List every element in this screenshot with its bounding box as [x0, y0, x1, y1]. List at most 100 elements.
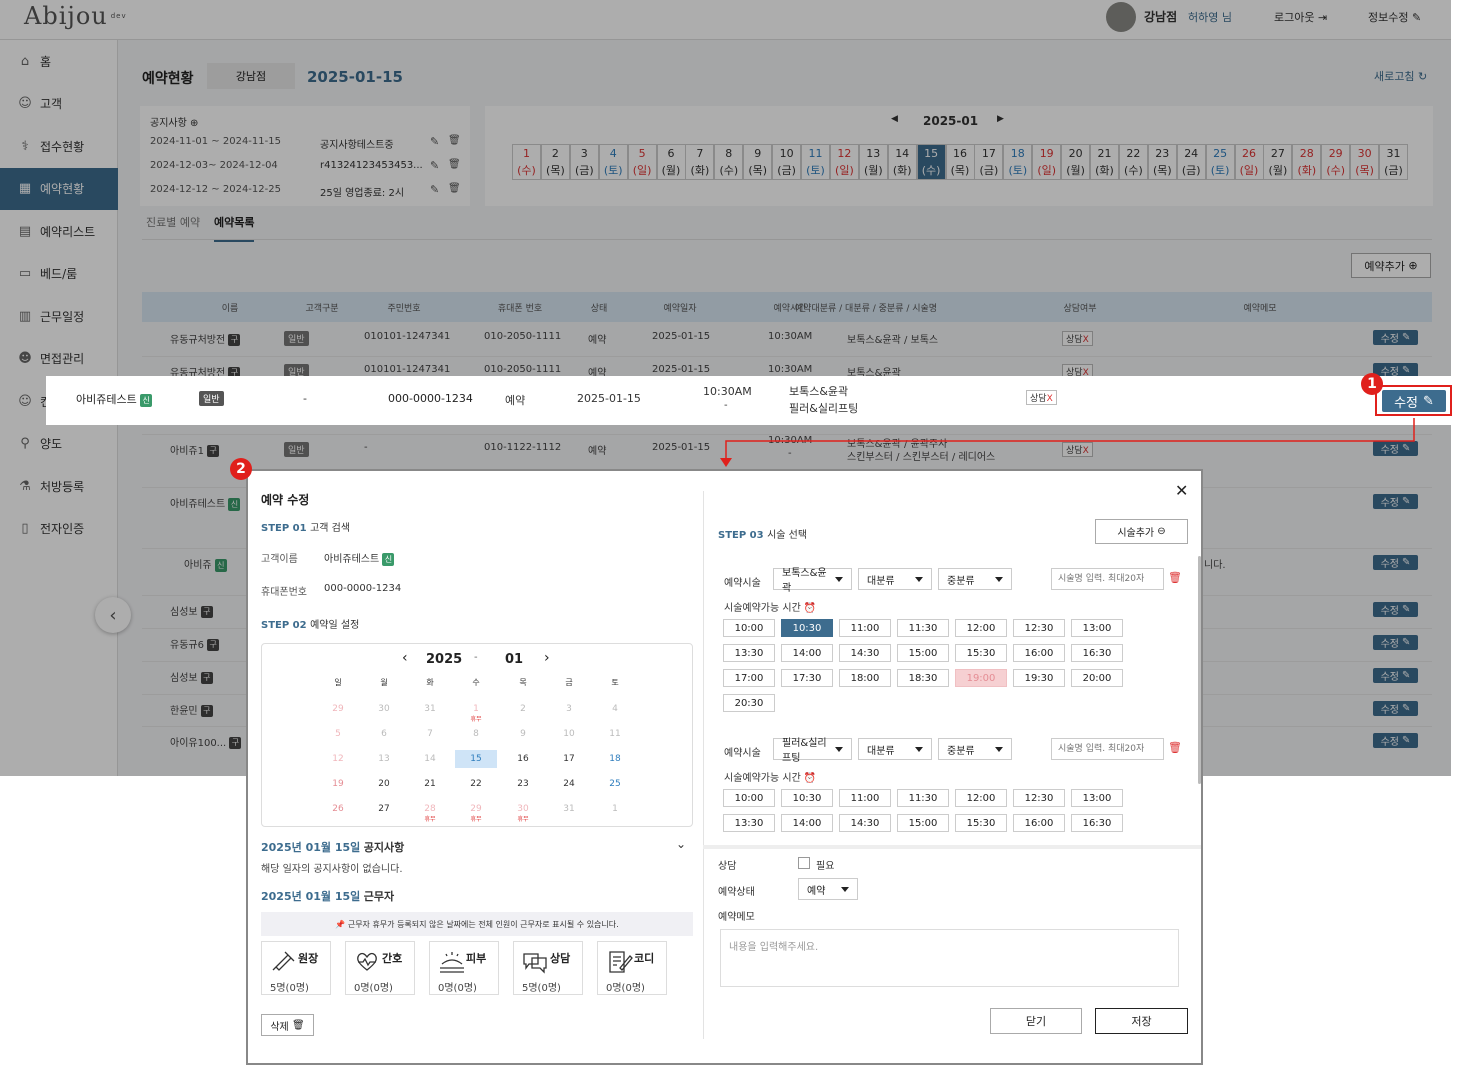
app-logo[interactable]: Abijou dev [24, 2, 127, 30]
pencil-icon[interactable]: ✎ [430, 183, 440, 196]
sidebar-item-9[interactable]: ⚲ 양도 [0, 423, 118, 465]
time-slot[interactable]: 17:00 [723, 669, 775, 687]
next-month-icon[interactable]: › [544, 650, 550, 666]
time-slot[interactable]: 13:30 [723, 644, 775, 662]
calendar-day[interactable]: 5 [335, 729, 341, 739]
time-slot[interactable]: 16:30 [1071, 644, 1123, 662]
time-slot[interactable]: 11:30 [897, 619, 949, 637]
time-slot[interactable]: 15:30 [955, 814, 1007, 832]
add-reservation-button[interactable]: 예약추가 ⊕ [1351, 253, 1431, 278]
calendar-day[interactable]: 9 [520, 729, 526, 739]
tab-reservation-list[interactable]: 예약목록 [214, 214, 255, 242]
sidebar-item-0[interactable]: ⌂ 홈 [0, 40, 118, 82]
edit-button[interactable]: 수정 ✎ [1382, 390, 1446, 412]
trash-icon[interactable]: 🗑 [448, 159, 461, 170]
strip-day[interactable]: 23 (목) [1147, 144, 1177, 180]
sidebar-item-4[interactable]: ▤ 예약리스트 [0, 210, 118, 252]
row-edit-button[interactable]: 수정 ✎ [1373, 330, 1418, 345]
calendar-day[interactable]: 16 [517, 754, 529, 764]
time-slot[interactable]: 15:30 [955, 644, 1007, 662]
strip-day[interactable]: 22 (수) [1118, 144, 1148, 180]
row-edit-button[interactable]: 수정 ✎ [1373, 363, 1418, 378]
strip-day[interactable]: 12 (일) [829, 144, 859, 180]
row-edit-button[interactable]: 수정 ✎ [1373, 733, 1418, 748]
calendar-day[interactable]: 26 [332, 804, 344, 814]
trash-icon[interactable]: 🗑 [448, 135, 461, 146]
time-slot[interactable]: 14:30 [839, 644, 891, 662]
mid-category-select[interactable]: 중분류 [938, 568, 1012, 590]
calendar-day[interactable]: 7 [427, 729, 433, 739]
strip-day[interactable]: 18 (토) [1003, 144, 1033, 180]
calendar-day[interactable]: 19 [332, 779, 344, 789]
trash-icon[interactable]: 🗑 [1168, 741, 1182, 754]
calendar-day[interactable]: 3 [566, 704, 572, 714]
strip-day[interactable]: 4 (토) [598, 144, 628, 180]
table-row[interactable]: 아이유100... 구 수정 ✎ [142, 733, 1432, 754]
consult-checkbox[interactable] [798, 857, 810, 869]
time-slot[interactable]: 16:00 [1013, 644, 1065, 662]
strip-day[interactable]: 2 (목) [540, 144, 570, 180]
calendar-day[interactable]: 6 [381, 729, 387, 739]
strip-day[interactable]: 10 (금) [772, 144, 802, 180]
time-slot[interactable]: 11:30 [897, 789, 949, 807]
row-edit-button[interactable]: 수정 ✎ [1373, 635, 1418, 650]
branch-button[interactable]: 강남점 [207, 63, 295, 89]
time-slot[interactable]: 15:00 [897, 814, 949, 832]
calendar-day[interactable]: 4 [612, 704, 618, 714]
time-slot[interactable]: 16:00 [1013, 814, 1065, 832]
sidebar-item-5[interactable]: ▭ 베드/룸 [0, 253, 118, 295]
calendar-day[interactable]: 27 [378, 804, 390, 814]
strip-day[interactable]: 6 (월) [656, 144, 686, 180]
strip-day[interactable]: 11 (토) [801, 144, 830, 180]
delete-button[interactable]: 삭제 🗑 [261, 1014, 314, 1036]
time-slot[interactable]: 11:00 [839, 619, 891, 637]
close-icon[interactable]: ✕ [1175, 481, 1189, 500]
strip-day[interactable]: 30 (목) [1350, 144, 1380, 180]
status-select[interactable]: 예약 [798, 878, 858, 900]
mid-category-select[interactable]: 중분류 [938, 738, 1012, 760]
category-select[interactable]: 보톡스&윤곽 [773, 568, 852, 594]
time-slot[interactable]: 18:30 [897, 669, 949, 687]
time-slot[interactable]: 14:00 [781, 814, 833, 832]
sidebar-item-11[interactable]: ▯ 전자인증 [0, 508, 118, 550]
time-slot[interactable]: 13:00 [1071, 619, 1123, 637]
highlighted-table-row[interactable]: 아비쥬테스트 신 일반 - 000-0000-1234 예약 2025-01-1… [46, 376, 1453, 425]
time-slot[interactable]: 10:30 [781, 789, 833, 807]
time-slot[interactable]: 10:00 [723, 619, 775, 637]
trash-icon[interactable]: 🗑 [448, 183, 461, 194]
calendar-day[interactable]: 2 [520, 704, 526, 714]
strip-day[interactable]: 28 (화) [1292, 144, 1322, 180]
table-row[interactable]: 유동규처방전 구 일반 010101-1247341 010-2050-1111 예약 2… [142, 330, 1432, 357]
pencil-icon[interactable]: ✎ [430, 135, 440, 148]
calendar-day[interactable]: 31 [424, 704, 436, 714]
notice-text[interactable]: r41324123453453... [320, 160, 423, 171]
calendar-day[interactable]: 25 [609, 779, 621, 789]
strip-day[interactable]: 27 (월) [1263, 144, 1293, 180]
close-button[interactable]: 닫기 [990, 1008, 1082, 1034]
strip-day[interactable]: 19 (일) [1032, 144, 1062, 180]
calendar-day[interactable]: 31 [563, 804, 575, 814]
strip-day[interactable]: 13 (월) [858, 144, 888, 180]
treatment-name-input[interactable] [1051, 568, 1164, 590]
strip-day[interactable]: 24 (금) [1176, 144, 1206, 180]
time-slot[interactable]: 10:00 [723, 789, 775, 807]
strip-day[interactable]: 21 (화) [1090, 144, 1119, 180]
strip-day[interactable]: 5 (일) [627, 144, 657, 180]
time-slot[interactable]: 13:30 [723, 814, 775, 832]
strip-day[interactable]: 31 (금) [1379, 144, 1408, 180]
strip-day[interactable]: 15 (수) [916, 144, 946, 180]
sidebar-item-1[interactable]: ☺ 고객 [0, 83, 118, 125]
tab-by-department[interactable]: 진료별 예약 [146, 216, 201, 229]
logout-link[interactable]: 로그아웃 ⇥ [1274, 11, 1328, 24]
refresh-link[interactable]: 새로고침 ↻ [1374, 70, 1428, 83]
strip-day[interactable]: 26 (일) [1234, 144, 1264, 180]
scrollbar[interactable] [1198, 556, 1201, 784]
calendar-day[interactable]: 1 [612, 804, 618, 814]
pencil-icon[interactable]: ✎ [430, 159, 440, 172]
sidebar-item-3[interactable]: ▦ 예약현황 [0, 167, 118, 210]
strip-day[interactable]: 14 (화) [887, 144, 917, 180]
sidebar-item-6[interactable]: ▥ 근무일정 [0, 295, 118, 337]
time-slot[interactable]: 20:30 [723, 694, 775, 712]
sidebar-item-10[interactable]: ⚗ 처방등록 [0, 465, 118, 507]
calendar-day[interactable]: 23 [517, 779, 529, 789]
